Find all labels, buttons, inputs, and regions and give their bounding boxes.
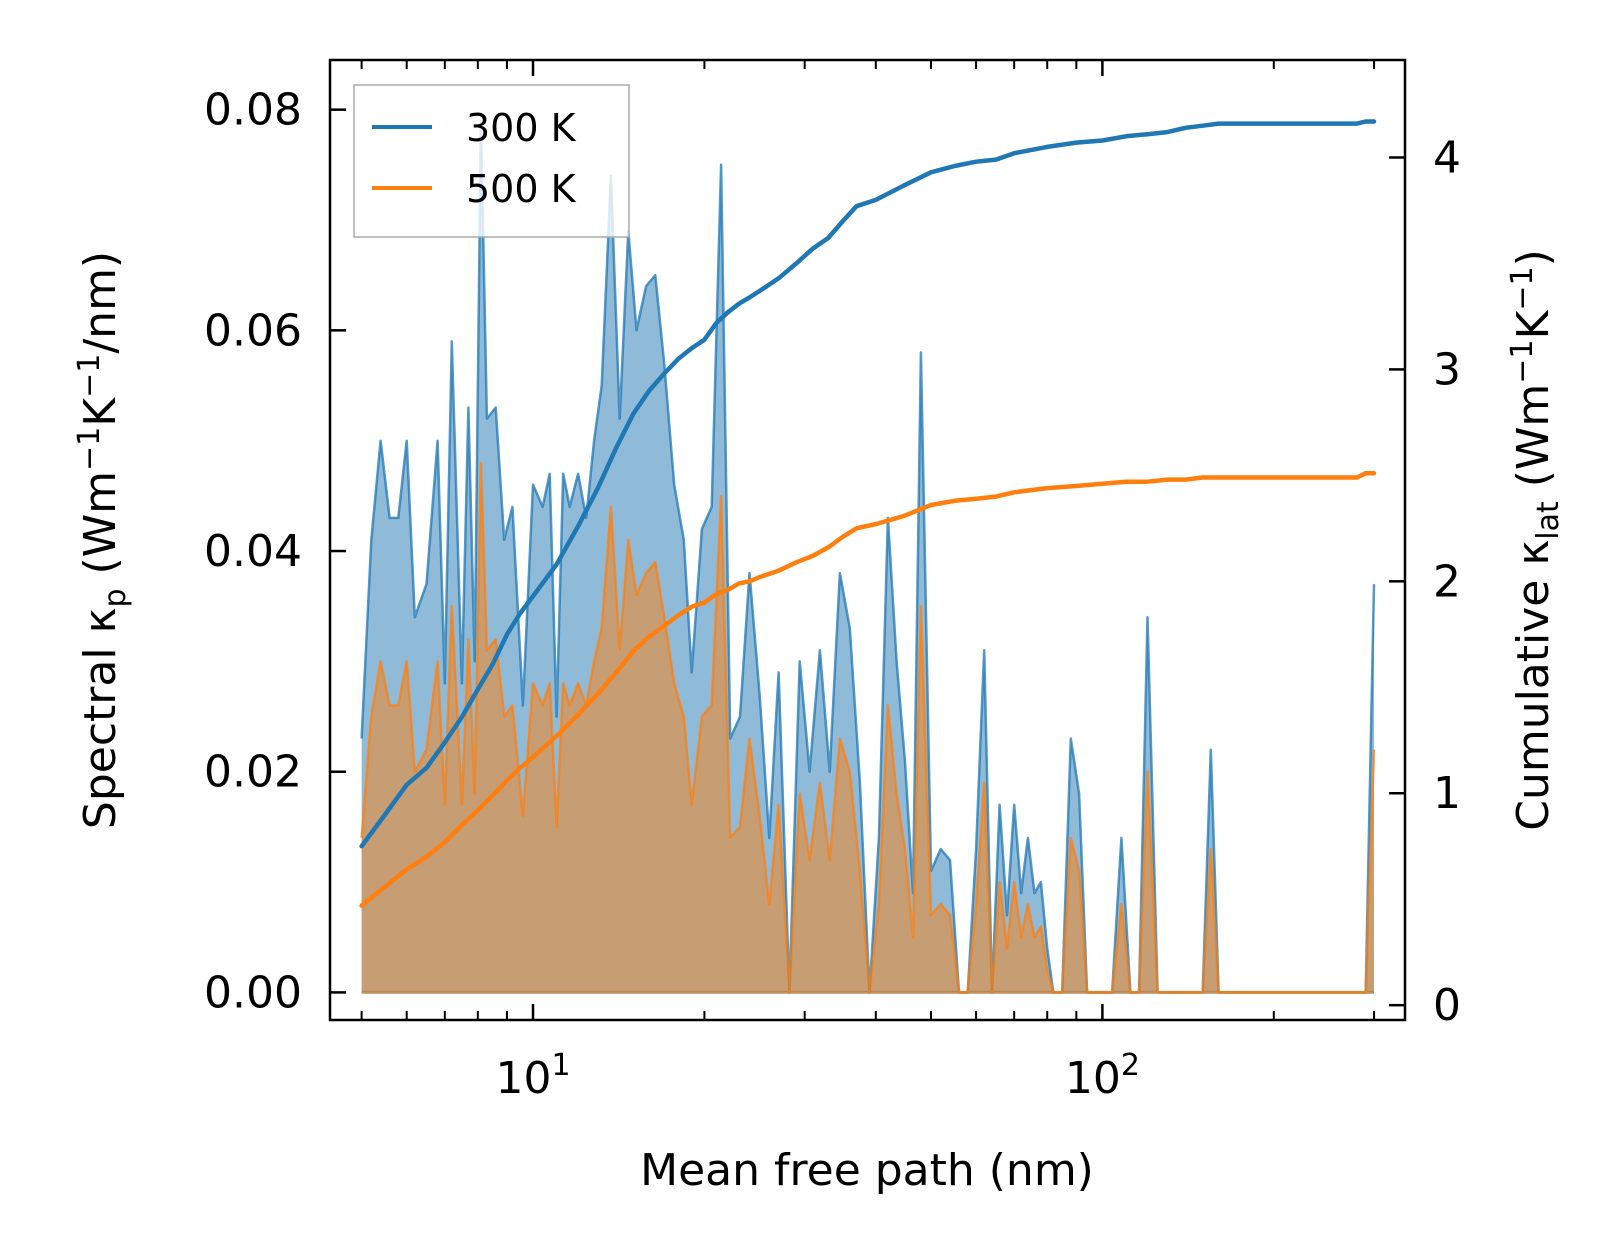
- cumulative-lines: [359, 119, 1377, 908]
- spectral-fill-1: [361, 462, 1375, 993]
- axis-ticks: [330, 60, 1405, 1020]
- spectral-line-1: [360, 461, 1376, 994]
- right-tick-labels: 0 1 2 3 4: [1433, 132, 1461, 1031]
- left-tick-label: 0.08: [204, 85, 302, 136]
- left-tick-label: 0.02: [204, 747, 302, 798]
- x-tick-labels: 101 102: [495, 1048, 1139, 1104]
- left-axis-label: Spectral κp (Wm−1K−1/nm): [72, 251, 133, 829]
- left-tick-label: 0.06: [204, 305, 302, 356]
- right-tick-label: 1: [1433, 768, 1461, 819]
- left-tick-labels: 0.00 0.02 0.04 0.06 0.08: [204, 85, 302, 1019]
- cumulative-line-0: [359, 119, 1377, 849]
- legend: 300 K 500 K: [353, 84, 630, 238]
- left-tick-label: 0.00: [204, 967, 302, 1018]
- legend-label-300k: 300 K: [466, 106, 577, 150]
- x-tick-label: 102: [1065, 1048, 1140, 1104]
- right-axis-label: Cumulative κlat (Wm−1K−1): [1505, 249, 1566, 831]
- legend-box: [353, 84, 630, 238]
- legend-label-500k: 500 K: [466, 167, 577, 211]
- spectral-fills: [361, 120, 1375, 993]
- right-tick-label: 0: [1433, 980, 1461, 1031]
- spectral-lines: [360, 119, 1376, 994]
- right-tick-label: 3: [1433, 344, 1461, 395]
- spectral-line-0: [360, 119, 1376, 994]
- right-tick-label: 2: [1433, 556, 1461, 607]
- cumulative-line-1: [359, 470, 1377, 908]
- x-tick-label: 101: [495, 1048, 570, 1104]
- right-tick-label: 4: [1433, 132, 1461, 183]
- x-axis-label: Mean free path (nm): [640, 1145, 1094, 1196]
- plot-frame: [328, 58, 1407, 1022]
- left-tick-label: 0.04: [204, 526, 302, 577]
